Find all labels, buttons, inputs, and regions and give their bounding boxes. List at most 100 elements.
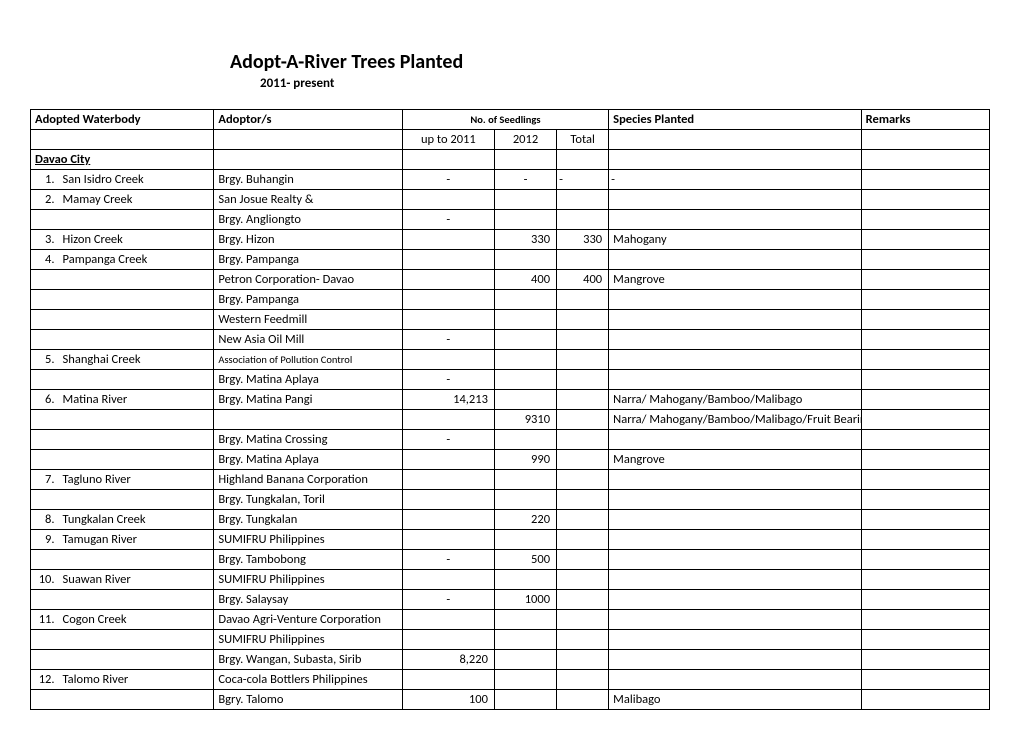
seedlings-total bbox=[557, 330, 609, 350]
waterbody-cell: Mamay Creek bbox=[59, 190, 214, 210]
adoptor-cell: Association of Pollution Control bbox=[214, 350, 402, 370]
species-cell bbox=[609, 490, 862, 510]
row-number bbox=[31, 270, 59, 290]
waterbody-cell bbox=[59, 430, 214, 450]
remarks-cell bbox=[861, 310, 989, 330]
table-row: 9310Narra/ Mahogany/Bamboo/Malibago/Frui… bbox=[31, 410, 990, 430]
seedlings-2012 bbox=[494, 290, 556, 310]
species-cell bbox=[609, 210, 862, 230]
table-row: 1.San Isidro CreekBrgy. Buhangin---- bbox=[31, 170, 990, 190]
seedlings-upto2011 bbox=[402, 570, 494, 590]
waterbody-cell: Tungkalan Creek bbox=[59, 510, 214, 530]
remarks-cell bbox=[861, 630, 989, 650]
seedlings-total bbox=[557, 510, 609, 530]
remarks-cell bbox=[861, 490, 989, 510]
seedlings-upto2011: - bbox=[402, 170, 494, 190]
table-row: 5.Shanghai CreekAssociation of Pollution… bbox=[31, 350, 990, 370]
species-cell bbox=[609, 550, 862, 570]
seedlings-upto2011 bbox=[402, 510, 494, 530]
header-2012: 2012 bbox=[494, 130, 556, 150]
seedlings-2012: - bbox=[494, 170, 556, 190]
seedlings-upto2011 bbox=[402, 610, 494, 630]
seedlings-total bbox=[557, 430, 609, 450]
row-number bbox=[31, 210, 59, 230]
seedlings-total bbox=[557, 310, 609, 330]
remarks-cell bbox=[861, 210, 989, 230]
adoptor-cell: Brgy. Tungkalan, Toril bbox=[214, 490, 402, 510]
table-row: Brgy. Angliongto- bbox=[31, 210, 990, 230]
header-row-1: Adopted Waterbody Adoptor/s No. of Seedl… bbox=[31, 110, 990, 130]
waterbody-cell: Shanghai Creek bbox=[59, 350, 214, 370]
seedlings-upto2011 bbox=[402, 230, 494, 250]
species-cell bbox=[609, 290, 862, 310]
adoptor-cell: Brgy. Tungkalan bbox=[214, 510, 402, 530]
seedlings-total bbox=[557, 350, 609, 370]
adoptor-cell: Brgy. Matina Aplaya bbox=[214, 450, 402, 470]
species-cell: Mangrove bbox=[609, 450, 862, 470]
table-row: Brgy. Tambobong-500 bbox=[31, 550, 990, 570]
table-row: Brgy. Matina Aplaya990Mangrove bbox=[31, 450, 990, 470]
adoptor-cell: Brgy. Wangan, Subasta, Sirib bbox=[214, 650, 402, 670]
seedlings-total bbox=[557, 610, 609, 630]
seedlings-total bbox=[557, 550, 609, 570]
table-row: 12.Talomo RiverCoca-cola Bottlers Philip… bbox=[31, 670, 990, 690]
row-number bbox=[31, 430, 59, 450]
adoptor-cell: Brgy. Matina Crossing bbox=[214, 430, 402, 450]
species-cell bbox=[609, 310, 862, 330]
seedlings-upto2011 bbox=[402, 450, 494, 470]
seedlings-total bbox=[557, 210, 609, 230]
table-row: Brgy. Salaysay-1000 bbox=[31, 590, 990, 610]
seedlings-upto2011 bbox=[402, 410, 494, 430]
seedlings-2012 bbox=[494, 330, 556, 350]
seedlings-2012: 1000 bbox=[494, 590, 556, 610]
adoptor-cell: San Josue Realty & bbox=[214, 190, 402, 210]
adoptor-cell: Brgy. Tambobong bbox=[214, 550, 402, 570]
adoptor-cell: Brgy. Pampanga bbox=[214, 250, 402, 270]
row-number bbox=[31, 330, 59, 350]
remarks-cell bbox=[861, 430, 989, 450]
seedlings-total bbox=[557, 370, 609, 390]
header-seedlings: No. of Seedlings bbox=[402, 110, 608, 130]
row-number: 1. bbox=[31, 170, 59, 190]
species-cell: Mangrove bbox=[609, 270, 862, 290]
remarks-cell bbox=[861, 470, 989, 490]
species-cell: Narra/ Mahogany/Bamboo/Malibago/Fruit Be… bbox=[609, 410, 862, 430]
table-row: 11.Cogon CreekDavao Agri-Venture Corpora… bbox=[31, 610, 990, 630]
seedlings-upto2011 bbox=[402, 490, 494, 510]
table-row: Brgy. Pampanga bbox=[31, 290, 990, 310]
row-number bbox=[31, 450, 59, 470]
waterbody-cell bbox=[59, 290, 214, 310]
row-number bbox=[31, 490, 59, 510]
seedlings-2012 bbox=[494, 490, 556, 510]
waterbody-cell: Pampanga Creek bbox=[59, 250, 214, 270]
row-number: 7. bbox=[31, 470, 59, 490]
page-subtitle: 2011- present bbox=[260, 76, 990, 91]
species-cell bbox=[609, 510, 862, 530]
remarks-cell bbox=[861, 450, 989, 470]
remarks-cell bbox=[861, 650, 989, 670]
remarks-cell bbox=[861, 230, 989, 250]
row-number bbox=[31, 550, 59, 570]
species-cell bbox=[609, 430, 862, 450]
seedlings-2012 bbox=[494, 470, 556, 490]
seedlings-total: 400 bbox=[557, 270, 609, 290]
seedlings-upto2011 bbox=[402, 250, 494, 270]
table-row: 4.Pampanga CreekBrgy. Pampanga bbox=[31, 250, 990, 270]
table-row: Brgy. Tungkalan, Toril bbox=[31, 490, 990, 510]
table-row: Brgy. Matina Aplaya- bbox=[31, 370, 990, 390]
waterbody-cell bbox=[59, 590, 214, 610]
row-number: 2. bbox=[31, 190, 59, 210]
species-cell bbox=[609, 330, 862, 350]
row-number bbox=[31, 590, 59, 610]
seedlings-2012: 400 bbox=[494, 270, 556, 290]
species-cell bbox=[609, 370, 862, 390]
seedlings-2012 bbox=[494, 430, 556, 450]
seedlings-2012 bbox=[494, 310, 556, 330]
remarks-cell bbox=[861, 350, 989, 370]
seedlings-total bbox=[557, 690, 609, 710]
adoptor-cell: SUMIFRU Philippines bbox=[214, 630, 402, 650]
row-number: 10. bbox=[31, 570, 59, 590]
seedlings-upto2011: 8,220 bbox=[402, 650, 494, 670]
remarks-cell bbox=[861, 550, 989, 570]
seedlings-upto2011: - bbox=[402, 210, 494, 230]
